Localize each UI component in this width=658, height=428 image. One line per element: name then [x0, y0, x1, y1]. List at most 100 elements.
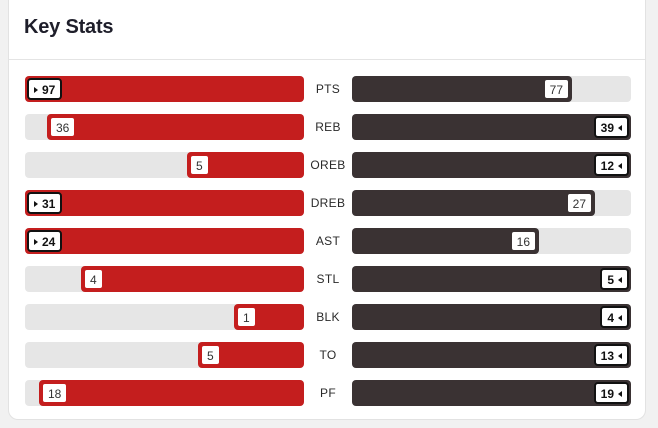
left-team-value-text: 5	[207, 349, 214, 363]
stat-row-pf: 18 PF 19	[9, 379, 645, 407]
right-team-bar-track: 4	[352, 304, 631, 330]
left-team-value: 36	[49, 116, 77, 138]
right-team-bar-track: 77	[352, 76, 631, 102]
left-team-bar: 18	[39, 380, 304, 406]
left-team-bar: 5	[198, 342, 304, 368]
left-team-bar-track: 31	[25, 190, 304, 216]
stat-label: BLK	[316, 310, 340, 324]
stat-label: STL	[316, 272, 340, 286]
right-team-value: 5	[600, 268, 629, 290]
key-stats-card: Key Stats 97 PTS 77 36 REB 39 5 OREB 12 31 DREB 27 2…	[8, 0, 646, 420]
right-team-bar-track: 13	[352, 342, 631, 368]
leader-arrow-icon	[618, 391, 622, 397]
stat-row-dreb: 31 DREB 27	[9, 189, 645, 217]
right-team-bar: 77	[352, 76, 572, 102]
stat-row-ast: 24 AST 16	[9, 227, 645, 255]
left-team-value-text: 4	[90, 273, 97, 287]
leader-arrow-icon	[34, 201, 38, 207]
right-team-value-text: 39	[600, 121, 614, 135]
leader-arrow-icon	[34, 239, 38, 245]
right-team-bar-track: 27	[352, 190, 631, 216]
left-team-bar-track: 5	[25, 152, 304, 178]
stat-label: PTS	[315, 82, 341, 96]
stat-row-oreb: 5 OREB 12	[9, 151, 645, 179]
right-team-bar-track: 16	[352, 228, 631, 254]
right-team-value: 77	[542, 78, 570, 100]
card-header: Key Stats	[9, 0, 645, 60]
right-team-value: 39	[593, 116, 629, 138]
right-team-value-text: 5	[607, 273, 614, 287]
left-team-bar-track: 5	[25, 342, 304, 368]
left-team-value-text: 5	[196, 159, 203, 173]
left-team-bar-track: 36	[25, 114, 304, 140]
left-team-value-text: 1	[243, 311, 250, 325]
leader-arrow-icon	[618, 315, 622, 321]
right-team-value-text: 13	[600, 349, 614, 363]
left-team-value-text: 97	[42, 83, 56, 97]
left-team-value: 5	[200, 344, 221, 366]
left-team-value-text: 24	[42, 235, 56, 249]
left-team-value: 31	[27, 192, 63, 214]
stat-label: DREB	[310, 196, 346, 210]
leader-arrow-icon	[34, 87, 38, 93]
right-team-bar: 5	[352, 266, 631, 292]
right-team-value-text: 77	[549, 83, 563, 97]
left-team-bar: 4	[81, 266, 304, 292]
left-team-value: 97	[27, 78, 63, 100]
leader-arrow-icon	[618, 353, 622, 359]
right-team-value: 4	[600, 306, 629, 328]
left-team-value: 5	[189, 154, 210, 176]
stat-row-blk: 1 BLK 4	[9, 303, 645, 331]
left-team-bar: 1	[234, 304, 304, 330]
right-team-bar: 12	[352, 152, 631, 178]
left-team-bar: 24	[25, 228, 304, 254]
leader-arrow-icon	[618, 163, 622, 169]
right-team-bar-track: 5	[352, 266, 631, 292]
left-team-value: 18	[41, 382, 69, 404]
left-team-value-text: 31	[42, 197, 56, 211]
stat-row-to: 5 TO 13	[9, 341, 645, 369]
left-team-bar: 97	[25, 76, 304, 102]
right-team-value-text: 19	[600, 387, 614, 401]
right-team-bar-track: 39	[352, 114, 631, 140]
left-team-bar: 5	[187, 152, 304, 178]
leader-arrow-icon	[618, 125, 622, 131]
right-team-value-text: 27	[572, 197, 586, 211]
right-team-value: 16	[509, 230, 537, 252]
stat-row-pts: 97 PTS 77	[9, 75, 645, 103]
left-team-bar: 31	[25, 190, 304, 216]
right-team-value: 12	[593, 154, 629, 176]
left-team-value: 1	[236, 306, 257, 328]
left-team-bar: 36	[47, 114, 304, 140]
right-team-value-text: 12	[600, 159, 614, 173]
left-team-value: 4	[83, 268, 104, 290]
leader-arrow-icon	[618, 277, 622, 283]
left-team-bar-track: 18	[25, 380, 304, 406]
stat-label: AST	[315, 234, 341, 248]
right-team-value: 19	[593, 382, 629, 404]
right-team-bar: 4	[352, 304, 631, 330]
card-title: Key Stats	[24, 16, 114, 38]
stat-label: TO	[319, 348, 337, 362]
stat-row-reb: 36 REB 39	[9, 113, 645, 141]
left-team-bar-track: 97	[25, 76, 304, 102]
right-team-bar: 16	[352, 228, 539, 254]
stat-label: PF	[320, 386, 336, 400]
left-team-bar-track: 24	[25, 228, 304, 254]
right-team-bar: 19	[352, 380, 631, 406]
right-team-bar-track: 12	[352, 152, 631, 178]
left-team-bar-track: 1	[25, 304, 304, 330]
left-team-value-text: 18	[48, 387, 62, 401]
right-team-bar-track: 19	[352, 380, 631, 406]
left-team-value: 24	[27, 230, 63, 252]
right-team-bar: 39	[352, 114, 631, 140]
right-team-bar: 13	[352, 342, 631, 368]
left-team-bar-track: 4	[25, 266, 304, 292]
stat-label: OREB	[310, 158, 346, 172]
right-team-bar: 27	[352, 190, 595, 216]
right-team-value: 27	[565, 192, 593, 214]
right-team-value-text: 4	[607, 311, 614, 325]
right-team-value: 13	[593, 344, 629, 366]
left-team-value-text: 36	[56, 121, 70, 135]
right-team-value-text: 16	[516, 235, 530, 249]
